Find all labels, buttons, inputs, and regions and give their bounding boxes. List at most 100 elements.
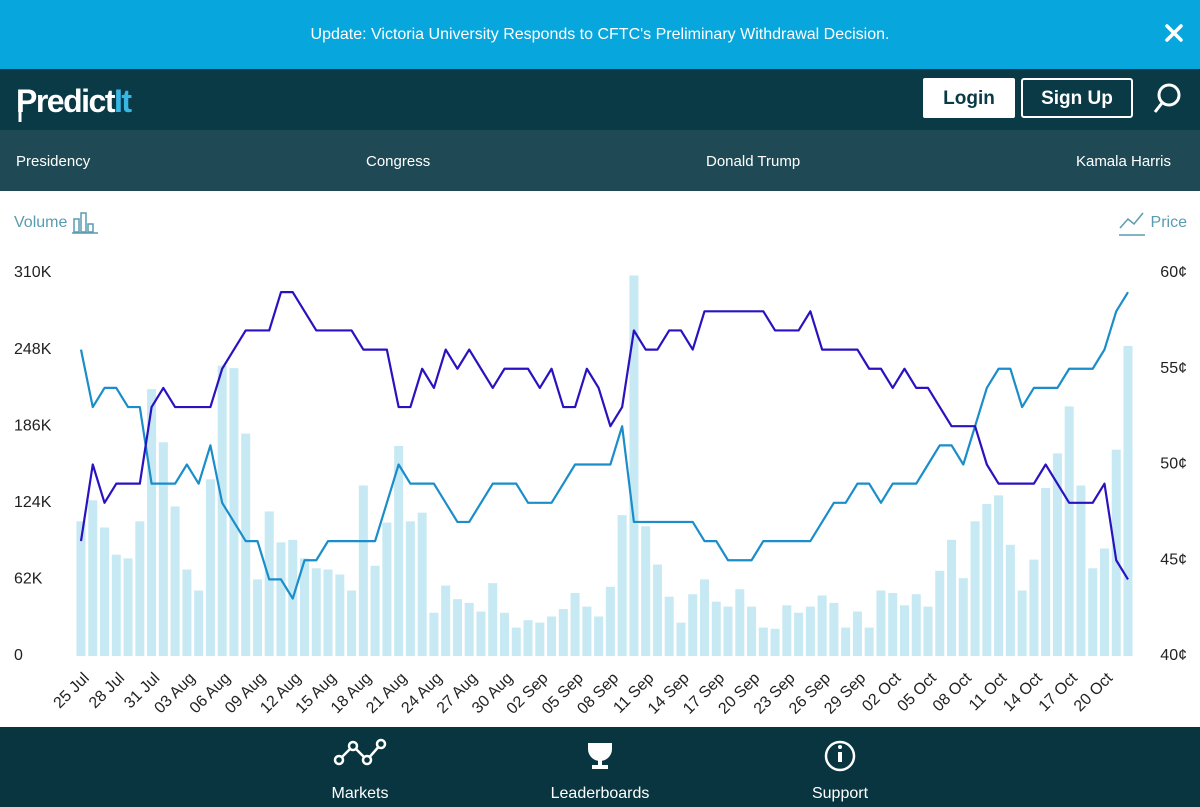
volume-bar	[182, 569, 192, 656]
volume-label: Volume	[14, 214, 67, 231]
volume-bar	[452, 599, 462, 656]
markets-icon[interactable]	[333, 738, 387, 766]
volume-bar	[899, 605, 909, 656]
volume-bar	[911, 594, 921, 656]
volume-bar	[76, 521, 86, 656]
support-icon[interactable]	[824, 740, 856, 772]
volume-bar	[1076, 485, 1086, 656]
volume-bar	[1052, 453, 1062, 656]
volume-bar	[817, 595, 827, 656]
volume-bar	[276, 542, 286, 656]
price-line	[79, 291, 1129, 600]
x-tick-label: 05 Oct	[894, 669, 940, 715]
volume-bar	[994, 495, 1004, 656]
volume-bar	[747, 606, 757, 656]
volume-bar	[711, 601, 721, 656]
nav-item[interactable]: Presidency	[16, 153, 91, 170]
volume-bar	[323, 569, 333, 656]
volume-bar	[147, 389, 157, 656]
volume-bar	[758, 627, 768, 656]
login-text[interactable]: Login	[943, 88, 995, 109]
footer-tab[interactable]: Leaderboards	[551, 785, 650, 802]
logo[interactable]: PredictIt	[16, 83, 134, 119]
x-tick-label: 28 Jul	[86, 670, 128, 712]
volume-bar	[805, 606, 815, 656]
nav-item[interactable]: Kamala Harris	[1076, 153, 1171, 170]
banner	[0, 0, 1200, 69]
leaderboards-icon[interactable]	[588, 743, 612, 769]
volume-bar	[641, 526, 651, 656]
volume-bar	[688, 594, 698, 656]
volume-bar	[241, 433, 251, 656]
login-button[interactable]	[923, 78, 1015, 118]
volume-bar	[829, 602, 839, 656]
volume-bar	[864, 627, 874, 656]
volume-bar	[441, 585, 451, 656]
volume-bar	[888, 592, 898, 656]
volume-bar	[770, 628, 780, 656]
volume-bar	[405, 521, 415, 656]
x-tick-label: 02 Oct	[859, 669, 905, 715]
volume-bar	[594, 616, 604, 656]
volume-bar	[652, 564, 662, 656]
volume-bar	[723, 606, 733, 656]
volume-bar	[217, 365, 227, 656]
x-tick-label: 08 Oct	[930, 669, 976, 715]
volume-bar	[135, 521, 145, 656]
volume-bar	[358, 485, 368, 656]
volume-icon	[72, 212, 98, 234]
volume-bar	[523, 620, 533, 656]
price-icon	[1119, 212, 1145, 236]
volume-bar	[394, 445, 404, 656]
volume-bar	[158, 442, 168, 656]
volume-bar	[100, 527, 110, 656]
nav-bar	[0, 130, 1200, 191]
volume-bar	[500, 612, 510, 656]
volume-bar	[1064, 406, 1074, 656]
signup-button[interactable]	[1021, 78, 1133, 118]
volume-bar	[194, 590, 204, 656]
close-icon[interactable]	[1165, 24, 1183, 42]
volume-bar	[547, 616, 557, 656]
volume-bar	[429, 612, 439, 656]
volume-bar	[1017, 590, 1027, 656]
volume-bar	[264, 511, 274, 656]
footer-tab[interactable]: Markets	[332, 785, 389, 802]
footer-tab[interactable]: Support	[812, 785, 869, 802]
y-tick-label: 186K	[14, 417, 52, 434]
volume-bar	[111, 554, 121, 656]
volume-bar	[735, 589, 745, 656]
volume-bar	[170, 506, 180, 656]
volume-bar	[947, 539, 957, 656]
volume-bar	[488, 583, 498, 656]
nav-item[interactable]: Congress	[366, 153, 430, 170]
volume-bar	[1041, 487, 1051, 656]
search-icon[interactable]	[1153, 83, 1181, 113]
volume-bar	[335, 574, 345, 656]
x-tick-label: 17 Oct	[1036, 669, 1082, 715]
volume-bar	[582, 606, 592, 656]
x-tick-label: 14 Oct	[1000, 669, 1046, 715]
price-label: Price	[1151, 214, 1188, 231]
volume-bar	[123, 558, 133, 656]
x-tick-label: 25 Jul	[51, 670, 93, 712]
volume-bar	[464, 602, 474, 656]
nav-item[interactable]: Donald Trump	[706, 153, 800, 170]
volume-bar	[617, 515, 627, 656]
volume-bar	[570, 592, 580, 656]
volume-bar	[629, 275, 639, 656]
volume-bar	[229, 368, 239, 656]
volume-bar	[370, 565, 380, 656]
y2-tick-label: 60¢	[1160, 264, 1187, 281]
volume-bar	[794, 612, 804, 656]
banner-text[interactable]: Update: Victoria University Responds to …	[311, 26, 890, 43]
volume-bar	[664, 596, 674, 656]
y-tick-label: 310K	[14, 264, 52, 281]
signup-text[interactable]: Sign Up	[1041, 88, 1113, 109]
volume-bar	[1088, 568, 1098, 656]
volume-bar	[300, 558, 310, 656]
volume-bar	[88, 500, 98, 656]
volume-bar	[558, 609, 568, 656]
volume-bar	[347, 590, 357, 656]
